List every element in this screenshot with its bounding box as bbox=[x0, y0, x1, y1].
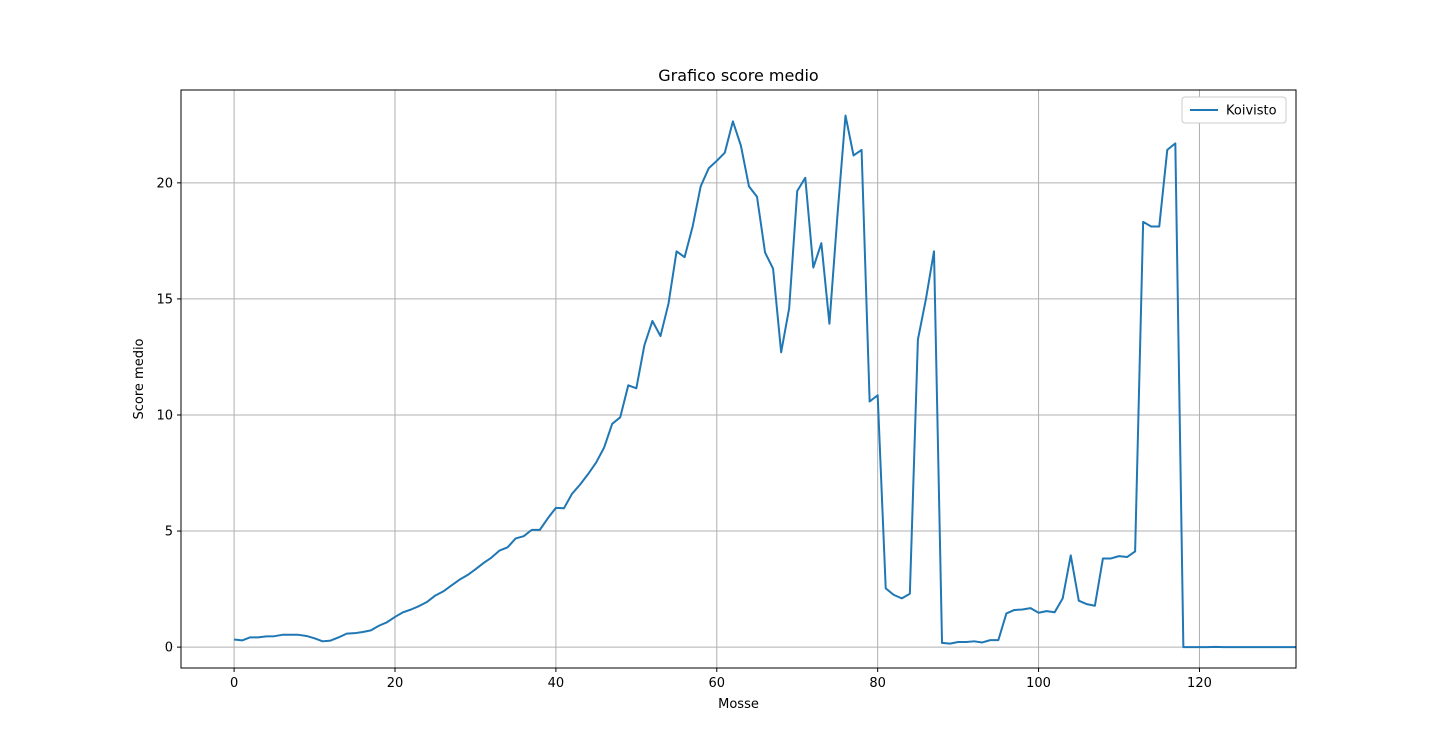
y-tick-label: 10 bbox=[156, 408, 173, 423]
legend: Koivisto bbox=[1181, 96, 1287, 124]
series-line-koivisto bbox=[233, 114, 1296, 649]
y-tick-label: 0 bbox=[165, 641, 173, 656]
chart-title: Grafico score medio bbox=[658, 66, 818, 85]
y-tick-label: 20 bbox=[156, 176, 173, 191]
axis-ticks: 0 20 40 60 80 100 120 0 5 10 15 20 bbox=[156, 176, 1211, 691]
legend-entry-label: Koivisto bbox=[1226, 104, 1277, 119]
plot-frame bbox=[180, 89, 1297, 669]
legend-box bbox=[1181, 96, 1287, 124]
grid-lines bbox=[181, 90, 1296, 668]
y-tick-label: 15 bbox=[156, 292, 173, 307]
x-tick-label: 100 bbox=[1026, 676, 1051, 691]
x-tick-label: 120 bbox=[1187, 676, 1212, 691]
series-layer bbox=[233, 114, 1296, 649]
y-axis-label: Score medio bbox=[132, 338, 147, 419]
x-tick-label: 80 bbox=[869, 676, 886, 691]
x-tick-label: 0 bbox=[230, 676, 238, 691]
x-axis-label: Mosse bbox=[718, 697, 759, 712]
x-tick-label: 60 bbox=[709, 676, 726, 691]
x-tick-label: 20 bbox=[387, 676, 404, 691]
x-tick-label: 40 bbox=[548, 676, 565, 691]
y-tick-label: 5 bbox=[165, 525, 173, 540]
